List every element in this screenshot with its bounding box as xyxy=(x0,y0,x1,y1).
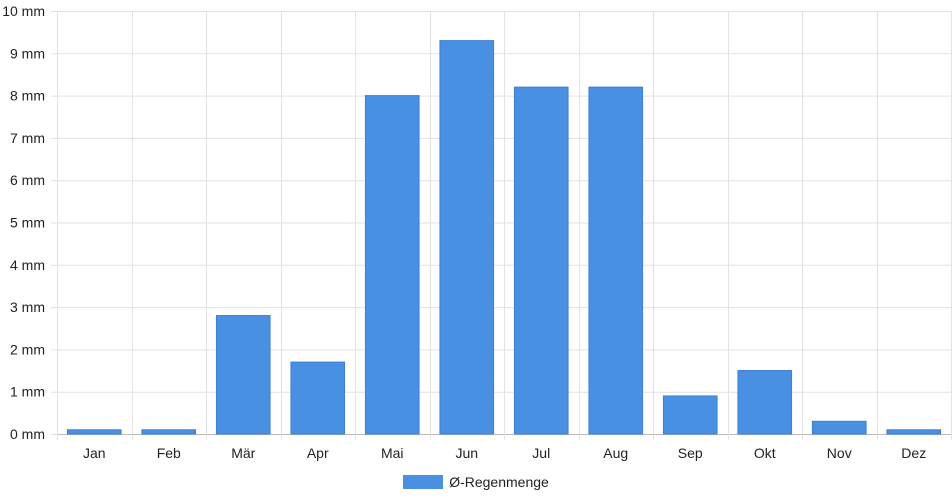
y-tick-label: 0 mm xyxy=(10,426,45,442)
x-tick-label: Apr xyxy=(307,445,329,461)
x-tick-label: Jul xyxy=(532,445,550,461)
y-tick-label: 5 mm xyxy=(10,215,45,231)
bar-jan xyxy=(66,429,122,435)
bar-mai xyxy=(364,95,420,435)
y-axis-ticks: 0 mm 1 mm 2 mm 3 mm 4 mm 5 mm 6 mm 7 mm 8 mm 9 mm… xyxy=(2,3,45,442)
y-tick-label: 2 mm xyxy=(10,341,45,357)
x-tick-label: Mär xyxy=(231,445,255,461)
y-tick-label: 4 mm xyxy=(10,257,45,273)
y-tick-label: 6 mm xyxy=(10,172,45,188)
bar-okt xyxy=(737,370,793,435)
bar-sep xyxy=(662,395,718,435)
y-tick-label: 10 mm xyxy=(2,3,45,19)
x-tick-label: Mai xyxy=(381,445,404,461)
legend-item[interactable]: Ø-Regenmenge xyxy=(403,474,549,490)
bars xyxy=(66,40,942,435)
legend-label: Ø-Regenmenge xyxy=(449,474,549,490)
bar-apr xyxy=(290,361,346,435)
y-tick-label: 9 mm xyxy=(10,45,45,61)
x-tick-label: Dez xyxy=(901,445,926,461)
y-tick-label: 8 mm xyxy=(10,88,45,104)
grid xyxy=(51,11,952,440)
legend: Ø-Regenmenge xyxy=(0,470,952,494)
bar-jun xyxy=(439,40,495,435)
rainfall-chart: 0 mm 1 mm 2 mm 3 mm 4 mm 5 mm 6 mm 7 mm 8 mm 9 mm… xyxy=(2,3,952,461)
x-tick-label: Feb xyxy=(157,445,181,461)
x-tick-label: Sep xyxy=(678,445,703,461)
legend-swatch xyxy=(403,475,444,489)
x-tick-label: Jan xyxy=(83,445,106,461)
bar-jul xyxy=(513,86,569,435)
x-tick-label: Jun xyxy=(455,445,478,461)
x-axis-ticks: Jan Feb Mär Apr Mai Jun Jul Aug Sep Okt Nov Dez xyxy=(83,445,926,461)
x-tick-label: Okt xyxy=(754,445,776,461)
y-tick-label: 3 mm xyxy=(10,299,45,315)
bar-feb xyxy=(141,429,197,435)
x-tick-label: Nov xyxy=(827,445,852,461)
y-tick-label: 7 mm xyxy=(10,130,45,146)
bar-aug xyxy=(588,86,644,435)
y-tick-label: 1 mm xyxy=(10,384,45,400)
bar-nov xyxy=(811,420,867,435)
bar-dez xyxy=(886,429,942,435)
x-tick-label: Aug xyxy=(603,445,628,461)
bar-mär xyxy=(215,315,271,435)
